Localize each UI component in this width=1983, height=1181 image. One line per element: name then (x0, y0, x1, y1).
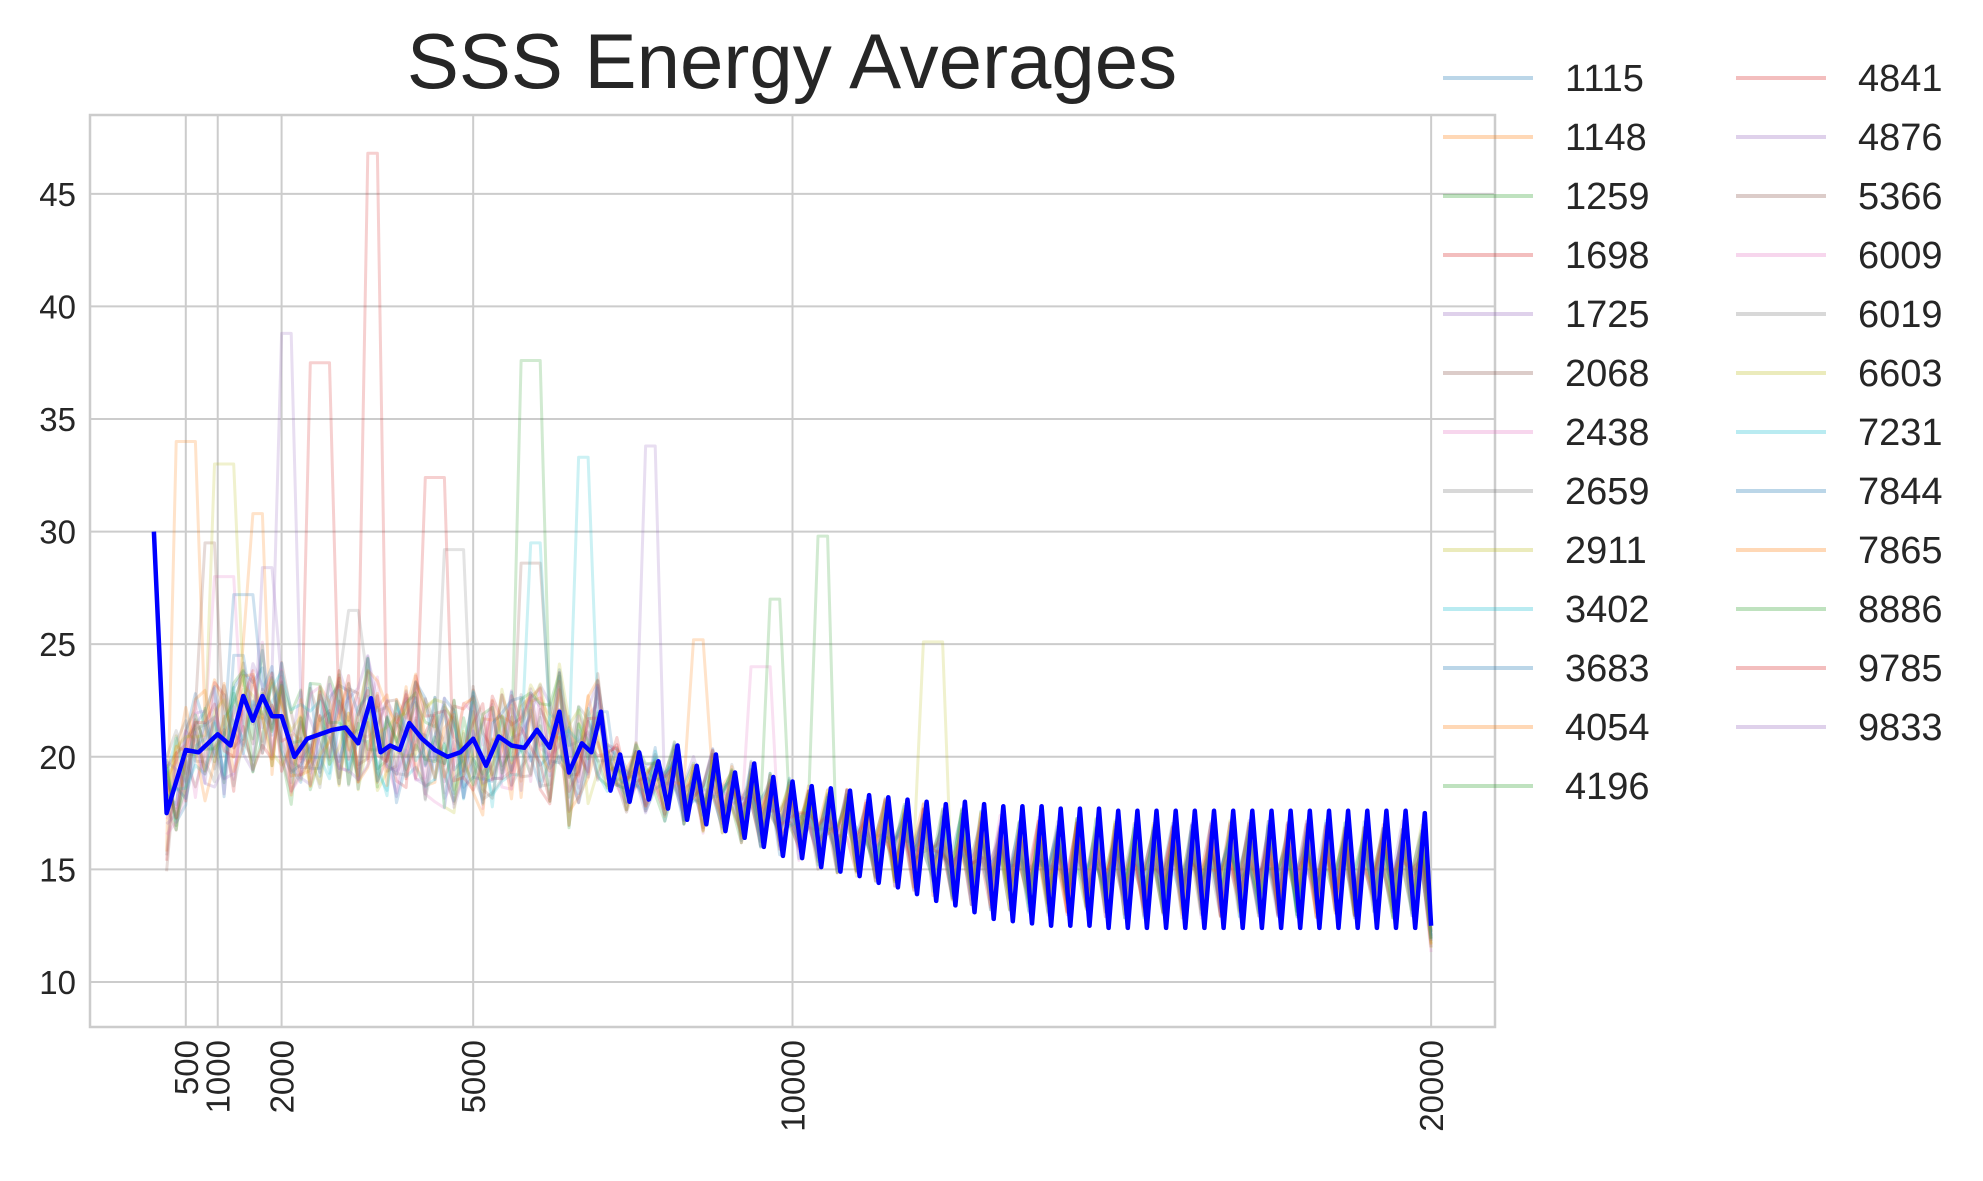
legend-label: 5366 (1858, 176, 1943, 218)
y-tick-label: 10 (39, 964, 76, 1001)
y-tick-label: 15 (39, 851, 76, 888)
legend-label: 9833 (1858, 707, 1943, 749)
legend-label: 1259 (1565, 176, 1650, 218)
x-tick-label: 20000 (1413, 1040, 1450, 1132)
grid-lines (90, 115, 1495, 1027)
legend-label: 6603 (1858, 353, 1943, 395)
legend-label: 2911 (1565, 530, 1647, 572)
legend-label: 7231 (1858, 412, 1943, 454)
plot-border (88, 113, 1497, 1029)
x-tick-label: 1000 (200, 1040, 237, 1113)
average-series (151, 531, 1434, 931)
legend-label: 6009 (1858, 235, 1943, 277)
legend-label: 3683 (1565, 648, 1650, 690)
legend-label: 1725 (1565, 294, 1650, 336)
legend-label: 8886 (1858, 589, 1943, 631)
legend-label: 9785 (1858, 648, 1943, 690)
legend-label: 4196 (1565, 766, 1650, 808)
legend-label: 3402 (1565, 589, 1650, 631)
x-tick-label: 500 (168, 1040, 205, 1095)
x-tick-label: 10000 (775, 1040, 812, 1132)
y-tick-label: 35 (39, 401, 76, 438)
legend: 1115 1148 1259 1698 1725 2068 2438 2659 2911 3402… (1443, 58, 1943, 808)
legend-label: 2659 (1565, 471, 1650, 513)
chart-title: SSS Energy Averages (407, 17, 1177, 105)
y-tick-label: 40 (39, 288, 76, 325)
y-tick-label: 25 (39, 626, 76, 663)
legend-label: 7865 (1858, 530, 1943, 572)
y-tick-label: 30 (39, 514, 76, 551)
legend-label: 1148 (1565, 117, 1647, 159)
legend-label: 1115 (1565, 58, 1644, 100)
x-tick-label: 5000 (455, 1040, 492, 1113)
legend-label: 2438 (1565, 412, 1650, 454)
legend-label: 7844 (1858, 471, 1943, 513)
legend-label: 2068 (1565, 353, 1650, 395)
x-tick-label: 2000 (264, 1040, 301, 1113)
y-axis-ticks: 10 15 20 25 30 35 40 45 (39, 176, 76, 1001)
average-line (151, 531, 1434, 931)
legend-label: 6019 (1858, 294, 1943, 336)
legend-label: 1698 (1565, 235, 1650, 277)
y-tick-label: 20 (39, 739, 76, 776)
legend-label: 4841 (1858, 58, 1943, 100)
y-tick-label: 45 (39, 176, 76, 213)
legend-label: 4876 (1858, 117, 1943, 159)
legend-label: 4054 (1565, 707, 1650, 749)
